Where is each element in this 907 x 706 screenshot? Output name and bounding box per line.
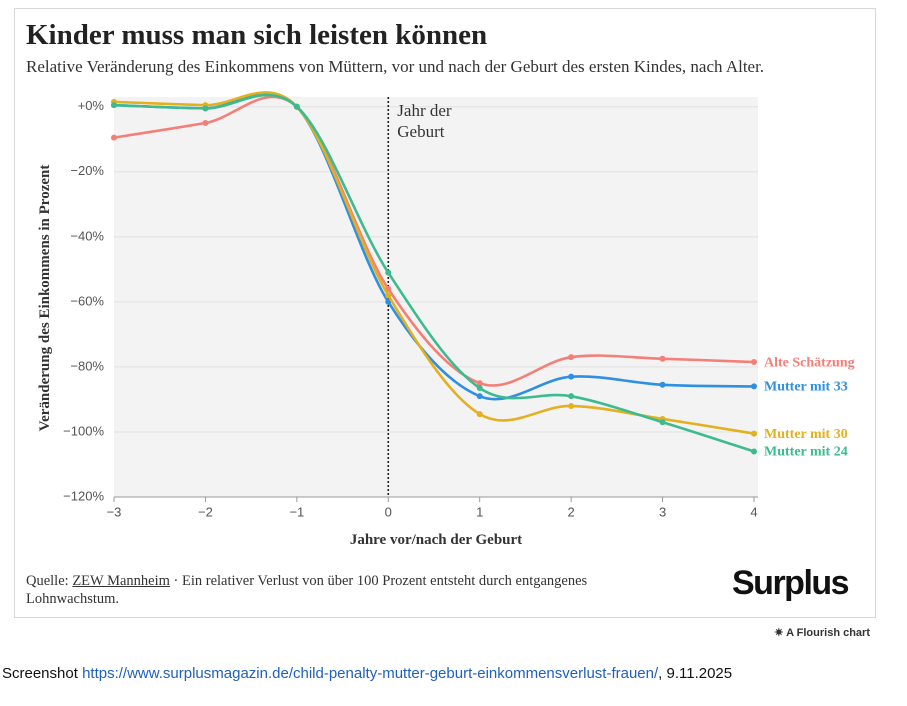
y-tick-label: −100%: [63, 423, 104, 438]
data-point: [202, 120, 209, 127]
x-tick-label: 3: [659, 504, 666, 519]
series-line: [113, 95, 755, 387]
series-label: Mutter mit 24: [764, 445, 848, 460]
data-point: [751, 430, 757, 437]
y-axis-label: Veränderung des Einkommens in Prozent: [37, 165, 53, 432]
x-tick-label: 1: [476, 504, 483, 519]
x-tick-label: −3: [107, 504, 122, 519]
source-prefix: Quelle:: [26, 573, 69, 589]
y-tick-label: −120%: [63, 488, 104, 503]
flourish-text: A Flourish chart: [786, 627, 870, 639]
data-point: [293, 103, 300, 110]
y-tick-label: −20%: [70, 163, 104, 178]
annotation: Jahr der: [397, 101, 452, 120]
y-tick-label: −80%: [70, 358, 104, 373]
x-tick-label: 2: [568, 504, 575, 519]
chart: Kinder muss man sich leisten können Rela…: [26, 19, 855, 548]
x-tick-label: 4: [750, 504, 757, 519]
data-point: [659, 419, 666, 426]
data-point: [476, 411, 483, 418]
x-tick-label: −2: [198, 504, 213, 519]
data-point: [568, 402, 575, 409]
caption-date: , 9.11.2025: [658, 665, 733, 682]
data-point: [111, 134, 117, 141]
data-point: [659, 355, 666, 362]
annotation: Geburt: [397, 122, 444, 141]
series-label: Mutter mit 30: [764, 427, 848, 442]
data-point: [659, 381, 666, 388]
data-point: [476, 380, 483, 387]
data-point: [476, 385, 483, 392]
logo: Surplus: [732, 564, 850, 602]
data-point: [111, 102, 117, 109]
source-note: Quelle: ZEW Mannheim · Ein relativer Ver…: [26, 572, 656, 608]
data-point: [568, 373, 575, 380]
source-text: · Ein relativer Verlust von über 100 Pro…: [26, 573, 588, 607]
series-label: Mutter mit 33: [764, 380, 848, 395]
chart-subtitle: Relative Veränderung des Einkommens von …: [26, 57, 764, 76]
data-point: [751, 448, 757, 455]
caption-url[interactable]: https://www.surplusmagazin.de/child-pena…: [82, 665, 659, 682]
chart-title: Kinder muss man sich leisten können: [26, 19, 487, 51]
x-tick-label: −1: [289, 504, 304, 519]
source-link[interactable]: ZEW Mannheim: [72, 573, 170, 589]
x-axis-label: Jahre vor/nach der Geburt: [350, 532, 522, 548]
plot-background: [114, 97, 758, 497]
flourish-credit[interactable]: ✷ A Flourish chart: [774, 627, 870, 639]
data-point: [751, 359, 757, 366]
y-tick-label: +0%: [78, 98, 105, 113]
x-tick-label: 0: [385, 504, 392, 519]
data-point: [751, 383, 757, 390]
data-point: [385, 269, 392, 276]
caption: Screenshot https://www.surplusmagazin.de…: [2, 665, 732, 682]
y-tick-label: −60%: [70, 293, 104, 308]
series-line: [113, 93, 755, 453]
data-point: [568, 354, 575, 361]
chart-card: [14, 8, 876, 618]
data-point: [385, 292, 392, 299]
data-point: [568, 393, 575, 400]
data-point: [476, 393, 483, 400]
y-tick-label: −40%: [70, 228, 104, 243]
data-point: [202, 105, 209, 112]
caption-prefix: Screenshot: [2, 665, 78, 682]
series-label: Alte Schätzung: [764, 355, 855, 370]
